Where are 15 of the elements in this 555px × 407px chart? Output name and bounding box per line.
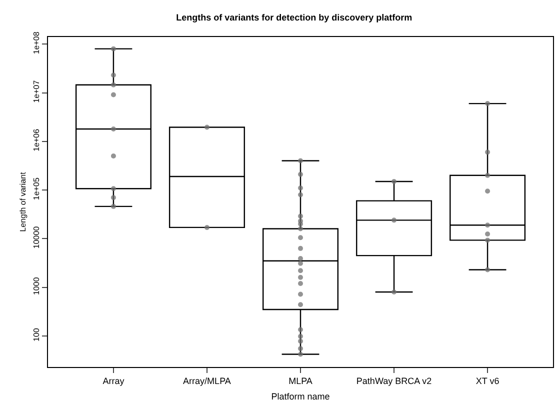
y-axis-title: Length of variant — [18, 171, 28, 232]
x-tick-label: MLPA — [288, 376, 312, 386]
x-tick-label: Array — [102, 376, 125, 386]
x-tick-label: Array/MLPA — [183, 376, 231, 386]
y-tick-label: 1e+07 — [32, 80, 41, 103]
y-tick-label: 1e+06 — [32, 128, 41, 152]
y-tick-label: 1e+08 — [32, 31, 41, 54]
x-tick-label: XT v6 — [476, 376, 500, 386]
y-tick-label: 1000 — [32, 276, 41, 296]
y-tick-label: 100 — [32, 328, 41, 342]
x-axis-title: Platform name — [271, 392, 330, 402]
x-tick-label: PathWay BRCA v2 — [356, 376, 432, 386]
y-tick-label: 1e+05 — [32, 177, 41, 200]
y-tick-label: 10000 — [32, 226, 41, 249]
chart-title: Lengths of variants for detection by discovery platform — [176, 12, 412, 23]
